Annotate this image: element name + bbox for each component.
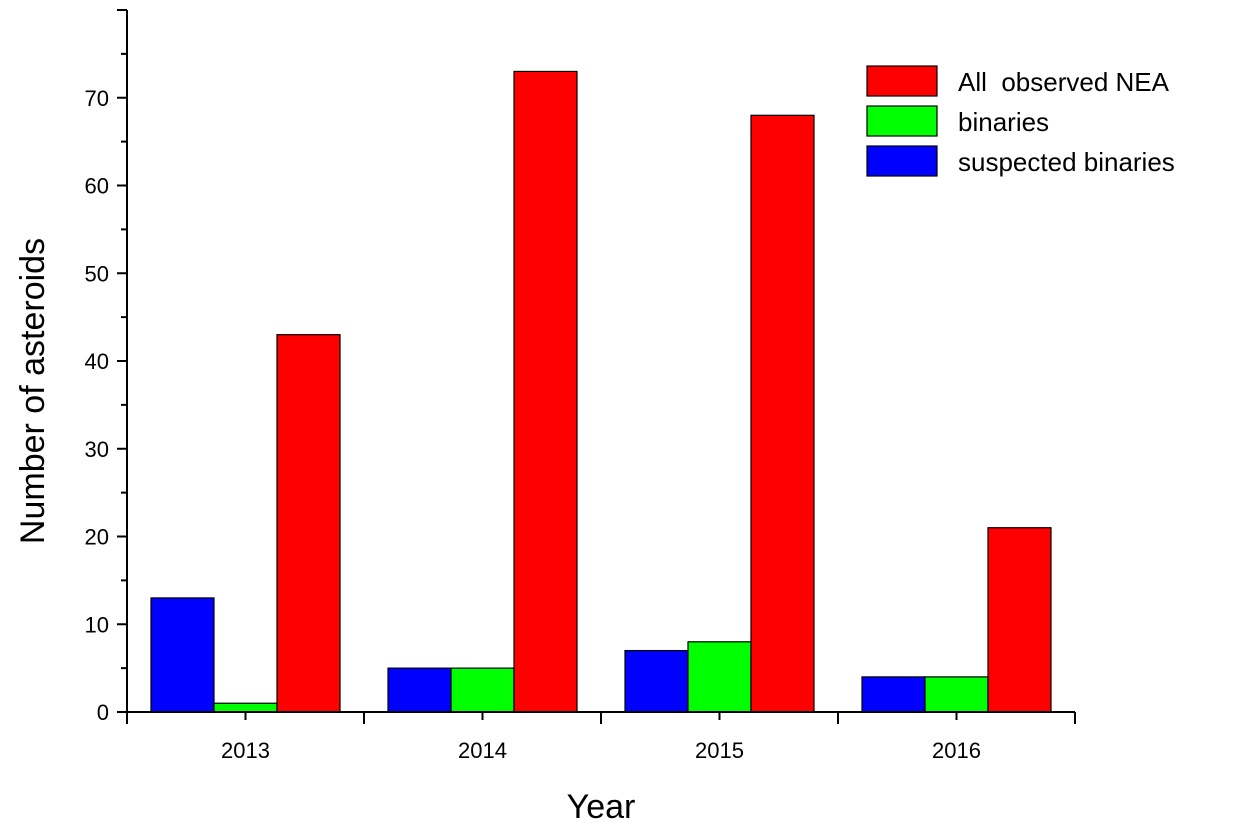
bar-binaries-2014 xyxy=(450,667,515,713)
x-axis-title: Year xyxy=(567,788,636,826)
x-tick-label: 2013 xyxy=(221,738,270,763)
legend-swatch xyxy=(866,145,938,177)
x-tick-label: 2016 xyxy=(932,738,981,763)
legend-label: binaries xyxy=(958,107,1049,137)
bar-all-observed-nea-2015 xyxy=(750,114,815,713)
bar-binaries-2013 xyxy=(213,702,278,713)
y-tick-label: 60 xyxy=(85,174,109,199)
y-ticks: 0 10 20 30 40 50 60 70 xyxy=(85,9,127,725)
y-tick-label: 40 xyxy=(85,349,109,374)
bar-suspected-binaries-2013 xyxy=(150,597,215,713)
bars-layer xyxy=(150,70,1052,713)
y-tick-label: 10 xyxy=(85,612,109,637)
bar-suspected-binaries-2014 xyxy=(387,667,452,713)
y-axis-title: Number of asteroids xyxy=(14,238,52,544)
legend-swatch xyxy=(866,65,938,97)
legend-label: All observed NEA xyxy=(958,67,1170,97)
bar-all-observed-nea-2016 xyxy=(987,527,1052,713)
legend-label: suspected binaries xyxy=(958,147,1175,177)
x-tick-label: 2014 xyxy=(458,738,507,763)
legend: All observed NEA binaries suspected binari… xyxy=(866,65,1175,177)
x-tick-label: 2015 xyxy=(695,738,744,763)
bar-binaries-2016 xyxy=(924,676,989,713)
bar-all-observed-nea-2014 xyxy=(513,70,578,713)
bar-binaries-2015 xyxy=(687,641,752,713)
legend-swatch xyxy=(866,105,938,137)
bar-suspected-binaries-2015 xyxy=(624,649,689,713)
y-tick-label: 30 xyxy=(85,437,109,462)
bar-all-observed-nea-2013 xyxy=(276,334,341,713)
y-tick-label: 70 xyxy=(85,86,109,111)
y-tick-label: 50 xyxy=(85,261,109,286)
y-tick-label: 20 xyxy=(85,525,109,550)
x-ticks: 2013 2014 2015 2016 xyxy=(126,712,1076,763)
y-tick-label: 0 xyxy=(97,700,109,725)
bar-suspected-binaries-2016 xyxy=(861,676,926,713)
